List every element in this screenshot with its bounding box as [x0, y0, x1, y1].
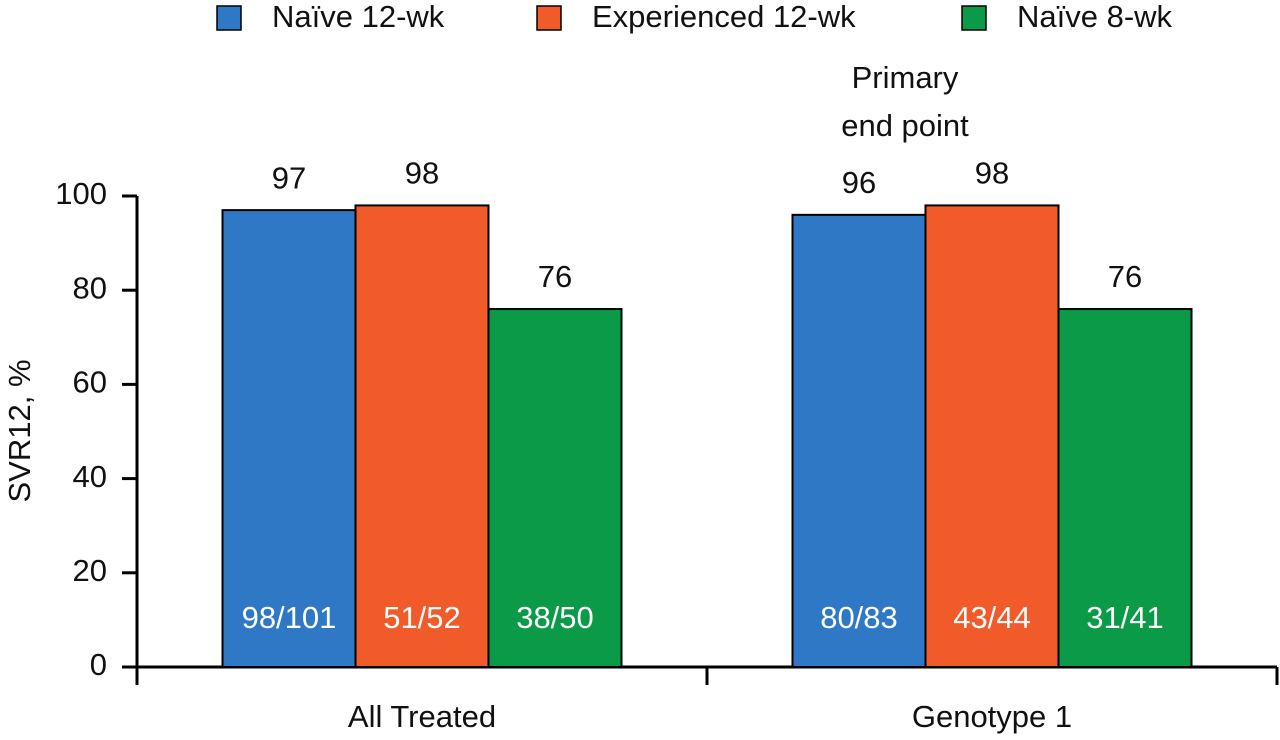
bar: [1057, 308, 1193, 668]
y-tick-label: 0: [90, 647, 107, 682]
value-label: 98: [405, 156, 439, 191]
value-label: 76: [1108, 259, 1142, 294]
y-tick-label: 40: [73, 459, 107, 494]
bar: [487, 308, 623, 668]
legend-label: Naïve 8-wk: [1017, 0, 1173, 34]
value-label: 96: [842, 165, 876, 200]
count-label: 43/44: [953, 600, 1031, 635]
bar: [221, 209, 357, 668]
annotation: end point: [841, 108, 969, 143]
value-label: 98: [975, 156, 1009, 191]
x-tick-label: Genotype 1: [912, 699, 1072, 734]
value-label: 76: [538, 259, 572, 294]
x-tick-label: All Treated: [348, 699, 496, 734]
bar: [924, 204, 1060, 668]
count-label: 98/101: [242, 600, 337, 635]
y-axis-label: SVR12, %: [2, 359, 37, 502]
legend-swatch: [961, 5, 987, 31]
y-tick-label: 20: [73, 553, 107, 588]
count-label: 51/52: [383, 600, 461, 635]
legend-swatch: [216, 5, 242, 31]
count-label: 31/41: [1086, 600, 1164, 635]
y-tick-label: 80: [73, 270, 107, 305]
legend-label: Naïve 12-wk: [272, 0, 445, 34]
y-tick-label: 100: [55, 176, 107, 211]
y-tick-label: 60: [73, 365, 107, 400]
count-label: 38/50: [516, 600, 594, 635]
bar: [354, 204, 490, 668]
legend-label: Experienced 12-wk: [592, 0, 856, 34]
annotation: Primary: [852, 60, 959, 95]
bar: [791, 213, 927, 668]
value-label: 97: [272, 160, 306, 195]
legend-swatch: [536, 5, 562, 31]
count-label: 80/83: [820, 600, 898, 635]
